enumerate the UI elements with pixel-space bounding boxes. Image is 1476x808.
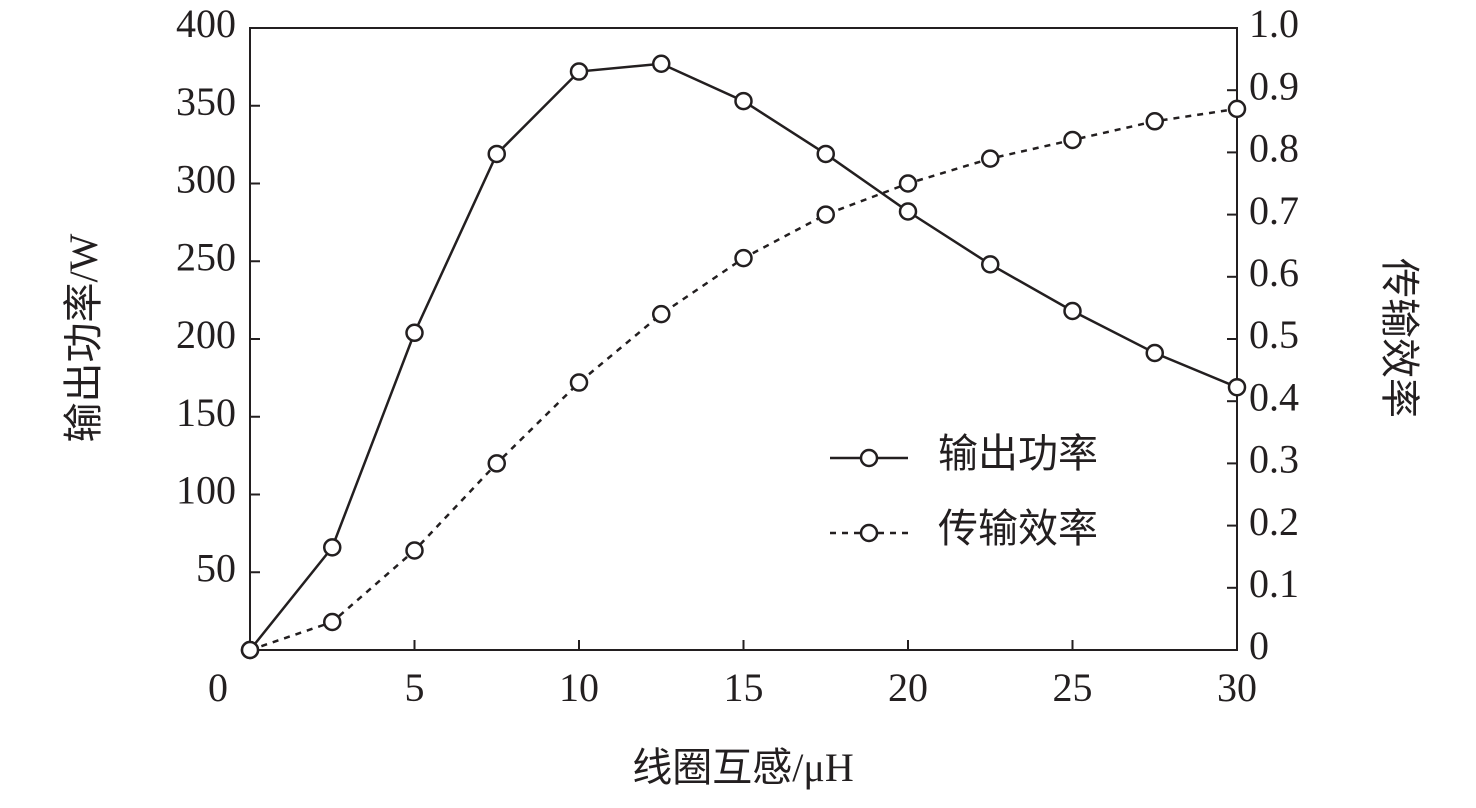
- data-point: [405, 541, 424, 560]
- y-tick-label: 400: [176, 1, 236, 46]
- y2-tick-label: 1.0: [1249, 1, 1299, 46]
- y2-tick-label: 0.3: [1249, 437, 1299, 482]
- x-tick-label: 5: [405, 665, 425, 710]
- x-tick-label: 25: [1053, 665, 1093, 710]
- x-tick-label: 10: [559, 665, 599, 710]
- data-point: [569, 62, 589, 81]
- y-tick-label: 250: [176, 234, 236, 279]
- y-tick-label: 300: [176, 157, 236, 202]
- x-tick-label: 15: [724, 665, 764, 710]
- y-tick-label: 350: [176, 79, 236, 124]
- data-point: [1145, 343, 1164, 363]
- legend-label: 传输效率: [938, 506, 1098, 551]
- data-point: [734, 248, 753, 268]
- data-point: [323, 612, 342, 632]
- y2-tick-label: 0.5: [1249, 312, 1299, 357]
- data-point: [898, 202, 918, 221]
- legend-label: 输出功率: [938, 431, 1098, 476]
- legend-marker: [859, 523, 879, 543]
- plot-frame: [249, 27, 1238, 651]
- data-point: [1227, 99, 1247, 119]
- x-tick-label: 30: [1217, 665, 1257, 710]
- x-axis-title: 线圈互感/μH: [632, 745, 853, 790]
- y-tick-label: 100: [176, 468, 236, 513]
- x-tick-label: 0: [208, 665, 228, 710]
- data-point: [981, 149, 1000, 168]
- data-point: [1227, 377, 1247, 397]
- y2-tick-label: 0.7: [1249, 188, 1299, 233]
- series-line: [249, 107, 1238, 652]
- data-point: [240, 640, 260, 660]
- y-tick-label: 50: [196, 545, 236, 590]
- y-tick-label: 150: [176, 390, 236, 435]
- data-point: [898, 174, 918, 193]
- y2-tick-label: 0.9: [1249, 63, 1299, 108]
- data-point: [405, 323, 424, 343]
- y-tick-label: 200: [176, 312, 236, 357]
- data-point: [1063, 130, 1082, 150]
- series-line: [249, 62, 1238, 651]
- data-point: [981, 255, 1000, 274]
- data-point: [1145, 112, 1164, 131]
- data-point: [652, 54, 671, 74]
- legend-marker: [859, 448, 879, 468]
- data-point: [816, 144, 835, 164]
- y2-axis-title: 传输效率: [1377, 258, 1422, 418]
- data-point: [734, 91, 753, 111]
- y2-tick-label: 0.4: [1249, 374, 1299, 419]
- y-axis-title: 输出功率/W: [61, 233, 106, 442]
- data-point: [487, 454, 506, 473]
- data-point: [569, 373, 589, 392]
- data-point: [816, 205, 835, 224]
- y2-tick-label: 0: [1249, 623, 1269, 668]
- y2-tick-label: 0.6: [1249, 250, 1299, 295]
- y2-tick-label: 0.2: [1249, 499, 1299, 544]
- data-point: [652, 304, 671, 324]
- y2-tick-label: 0.8: [1249, 126, 1299, 171]
- data-point: [323, 538, 342, 557]
- data-point: [1063, 301, 1082, 321]
- y2-tick-label: 0.1: [1249, 561, 1299, 606]
- x-tick-label: 20: [888, 665, 928, 710]
- data-point: [487, 144, 506, 164]
